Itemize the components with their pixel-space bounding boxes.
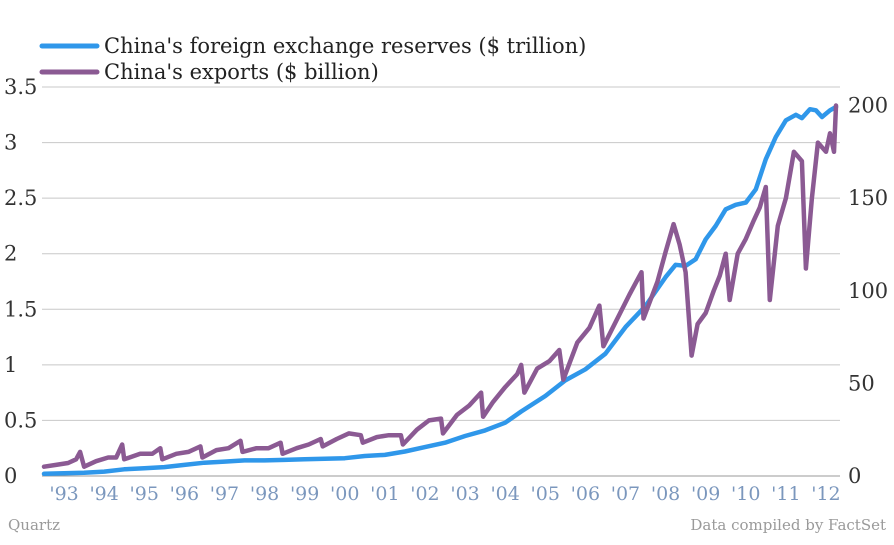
x-tick-label: '06 (571, 483, 600, 505)
y-left-tick-label: 0.5 (4, 408, 37, 432)
y-left-tick-label: 3 (4, 131, 17, 155)
y-right-tick-label: 50 (848, 371, 875, 395)
x-tick-label: '09 (691, 483, 720, 505)
x-tick-label: '96 (170, 483, 199, 505)
x-tick-label: '94 (89, 483, 118, 505)
y-right-tick-label: 100 (848, 279, 888, 303)
x-tick-label: '12 (811, 483, 840, 505)
series-layer (41, 103, 839, 477)
x-tick-label: '99 (290, 483, 319, 505)
x-tick-label: '11 (771, 483, 800, 505)
source-footer: Quartz Data compiled by FactSet (8, 516, 886, 534)
y-left-tick-label: 2.5 (4, 186, 37, 210)
y-right-tick-label: 150 (848, 186, 888, 210)
y-left-tick-label: 1.5 (4, 297, 37, 321)
source-right-text: Data compiled by FactSet (690, 516, 886, 534)
x-tick-label: '07 (611, 483, 640, 505)
x-tick-label: '02 (410, 483, 439, 505)
x-tick-label: '00 (330, 483, 359, 505)
y-right-tick-label: 0 (848, 464, 861, 488)
legend-label: China's exports ($ billion) (104, 60, 379, 84)
y-left-tick-label: 0 (4, 464, 17, 488)
x-tick-label: '08 (651, 483, 680, 505)
x-tick-label: '97 (210, 483, 239, 505)
legend-label: China's foreign exchange reserves ($ tri… (104, 34, 586, 58)
x-tick-label: '93 (49, 483, 78, 505)
x-tick-label: '03 (450, 483, 479, 505)
y-left-tick-label: 3.5 (4, 75, 37, 99)
y-right-tick-label: 200 (848, 94, 888, 118)
y-left-tick-label: 1 (4, 353, 17, 377)
y-left-tick-label: 2 (4, 242, 17, 266)
x-tick-label: '01 (370, 483, 399, 505)
exports-series-line (41, 103, 839, 469)
x-tick-label: '95 (130, 483, 159, 505)
x-tick-label: '98 (250, 483, 279, 505)
source-left-text: Quartz (8, 516, 60, 534)
grid-layer (42, 86, 840, 477)
x-tick-label: '04 (490, 483, 519, 505)
x-tick-label: '05 (531, 483, 560, 505)
legend: China's foreign exchange reserves ($ tri… (39, 34, 586, 84)
x-tick-label: '10 (731, 483, 760, 505)
axis-layer: 0 0.5 1 1.5 2 2.5 3 3.5 0 50 100 150 200 '93 '94 '95 '96… (4, 75, 888, 505)
reserves-series-line (41, 104, 839, 477)
